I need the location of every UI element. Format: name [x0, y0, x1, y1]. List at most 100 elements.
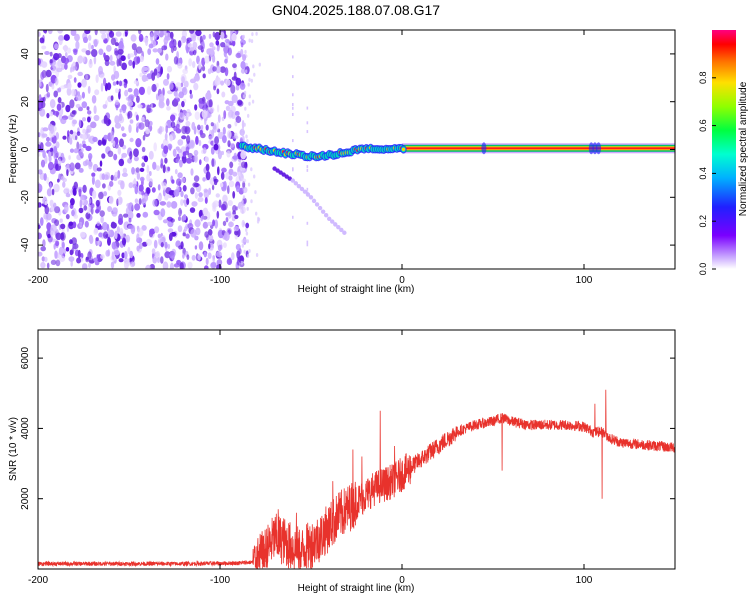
- noise-speckle: [292, 168, 294, 172]
- noise-speckle: [110, 95, 114, 101]
- y-tick-label: 4000: [20, 417, 31, 440]
- noise-speckle: [99, 73, 105, 79]
- noise-speckle: [115, 31, 122, 37]
- noise-speckle: [175, 158, 180, 164]
- noise-speckle: [152, 199, 158, 207]
- noise-speckle: [130, 261, 135, 268]
- noise-speckle: [135, 114, 139, 121]
- noise-speckle: [128, 53, 135, 58]
- noise-speckle: [192, 49, 197, 56]
- noise-speckle: [88, 42, 92, 51]
- noise-speckle: [51, 68, 57, 74]
- noise-speckle: [38, 152, 41, 157]
- noise-speckle: [65, 193, 71, 198]
- noise-speckle: [111, 74, 116, 81]
- noise-speckle: [45, 69, 52, 78]
- noise-speckle: [79, 199, 83, 209]
- noise-speckle: [110, 37, 116, 46]
- noise-speckle: [159, 201, 167, 206]
- noise-speckle: [235, 84, 240, 91]
- noise-speckle: [61, 63, 65, 70]
- noise-speckle: [306, 243, 309, 247]
- noise-speckle: [122, 106, 127, 114]
- noise-speckle: [219, 66, 226, 73]
- noise-speckle: [221, 150, 224, 156]
- noise-speckle: [166, 65, 173, 73]
- noise-speckle: [177, 148, 182, 153]
- noise-speckle: [63, 34, 70, 41]
- noise-speckle: [228, 175, 233, 181]
- noise-speckle: [240, 42, 244, 48]
- noise-speckle: [182, 87, 188, 96]
- noise-speckle: [181, 135, 187, 140]
- noise-speckle: [55, 240, 60, 247]
- noise-speckle-layer: [38, 30, 309, 269]
- noise-speckle: [180, 190, 184, 198]
- noise-speckle: [79, 143, 82, 149]
- noise-speckle: [76, 131, 81, 137]
- noise-speckle: [204, 55, 210, 64]
- noise-speckle: [241, 127, 244, 132]
- x-tick-label: -200: [28, 575, 48, 586]
- noise-speckle: [221, 91, 226, 98]
- noise-speckle: [243, 122, 246, 127]
- secondary-trace-point: [330, 219, 335, 224]
- noise-speckle: [85, 50, 91, 56]
- noise-speckle: [229, 161, 234, 169]
- noise-speckle: [157, 184, 161, 191]
- noise-speckle: [139, 72, 143, 78]
- noise-speckle: [207, 252, 212, 259]
- spectrogram-x-axis-label: Height of straight line (km): [298, 284, 415, 295]
- noise-speckle: [107, 237, 111, 246]
- noise-speckle: [68, 221, 74, 226]
- noise-speckle: [246, 206, 249, 211]
- noise-speckle: [166, 73, 170, 80]
- noise-speckle: [161, 45, 168, 51]
- noise-speckle: [78, 119, 82, 128]
- noise-speckle: [244, 49, 247, 54]
- noise-speckle: [72, 65, 78, 71]
- noise-speckle: [40, 261, 46, 269]
- noise-speckle: [118, 158, 125, 167]
- noise-speckle: [205, 171, 211, 181]
- noise-speckle: [232, 205, 237, 212]
- noise-speckle: [136, 172, 141, 180]
- noise-speckle: [234, 110, 240, 117]
- noise-speckle: [84, 30, 91, 35]
- noise-speckle: [121, 172, 128, 177]
- noise-speckle: [256, 219, 260, 224]
- noise-speckle: [226, 150, 231, 158]
- noise-speckle: [138, 184, 144, 192]
- noise-speckle: [127, 100, 134, 107]
- noise-speckle: [148, 43, 154, 49]
- noise-speckle: [119, 108, 122, 113]
- signal-ridge-layer: [238, 141, 675, 235]
- noise-speckle: [240, 68, 246, 74]
- noise-speckle: [106, 82, 112, 91]
- noise-speckle: [57, 178, 60, 183]
- noise-speckle: [201, 215, 205, 220]
- noise-speckle: [137, 104, 143, 109]
- noise-speckle: [223, 50, 227, 58]
- noise-speckle: [228, 221, 234, 228]
- noise-speckle: [70, 198, 75, 206]
- snr-y-axis-label: SNR (10 * v/v): [8, 417, 19, 481]
- noise-speckle: [51, 84, 55, 90]
- noise-speckle: [119, 138, 124, 148]
- noise-speckle: [169, 251, 176, 259]
- noise-speckle: [245, 222, 250, 229]
- colorbar-tick-label: 0.2: [698, 215, 708, 228]
- noise-speckle: [63, 189, 67, 195]
- noise-speckle: [248, 94, 251, 99]
- noise-speckle: [176, 178, 182, 186]
- noise-speckle: [38, 94, 42, 101]
- noise-speckle: [110, 174, 114, 181]
- noise-speckle: [39, 108, 46, 117]
- noise-speckle: [235, 243, 241, 251]
- noise-speckle: [65, 247, 70, 252]
- noise-speckle: [198, 139, 202, 147]
- noise-speckle: [133, 148, 139, 158]
- noise-speckle: [92, 190, 97, 199]
- noise-speckle: [49, 124, 55, 134]
- noise-speckle: [154, 226, 160, 234]
